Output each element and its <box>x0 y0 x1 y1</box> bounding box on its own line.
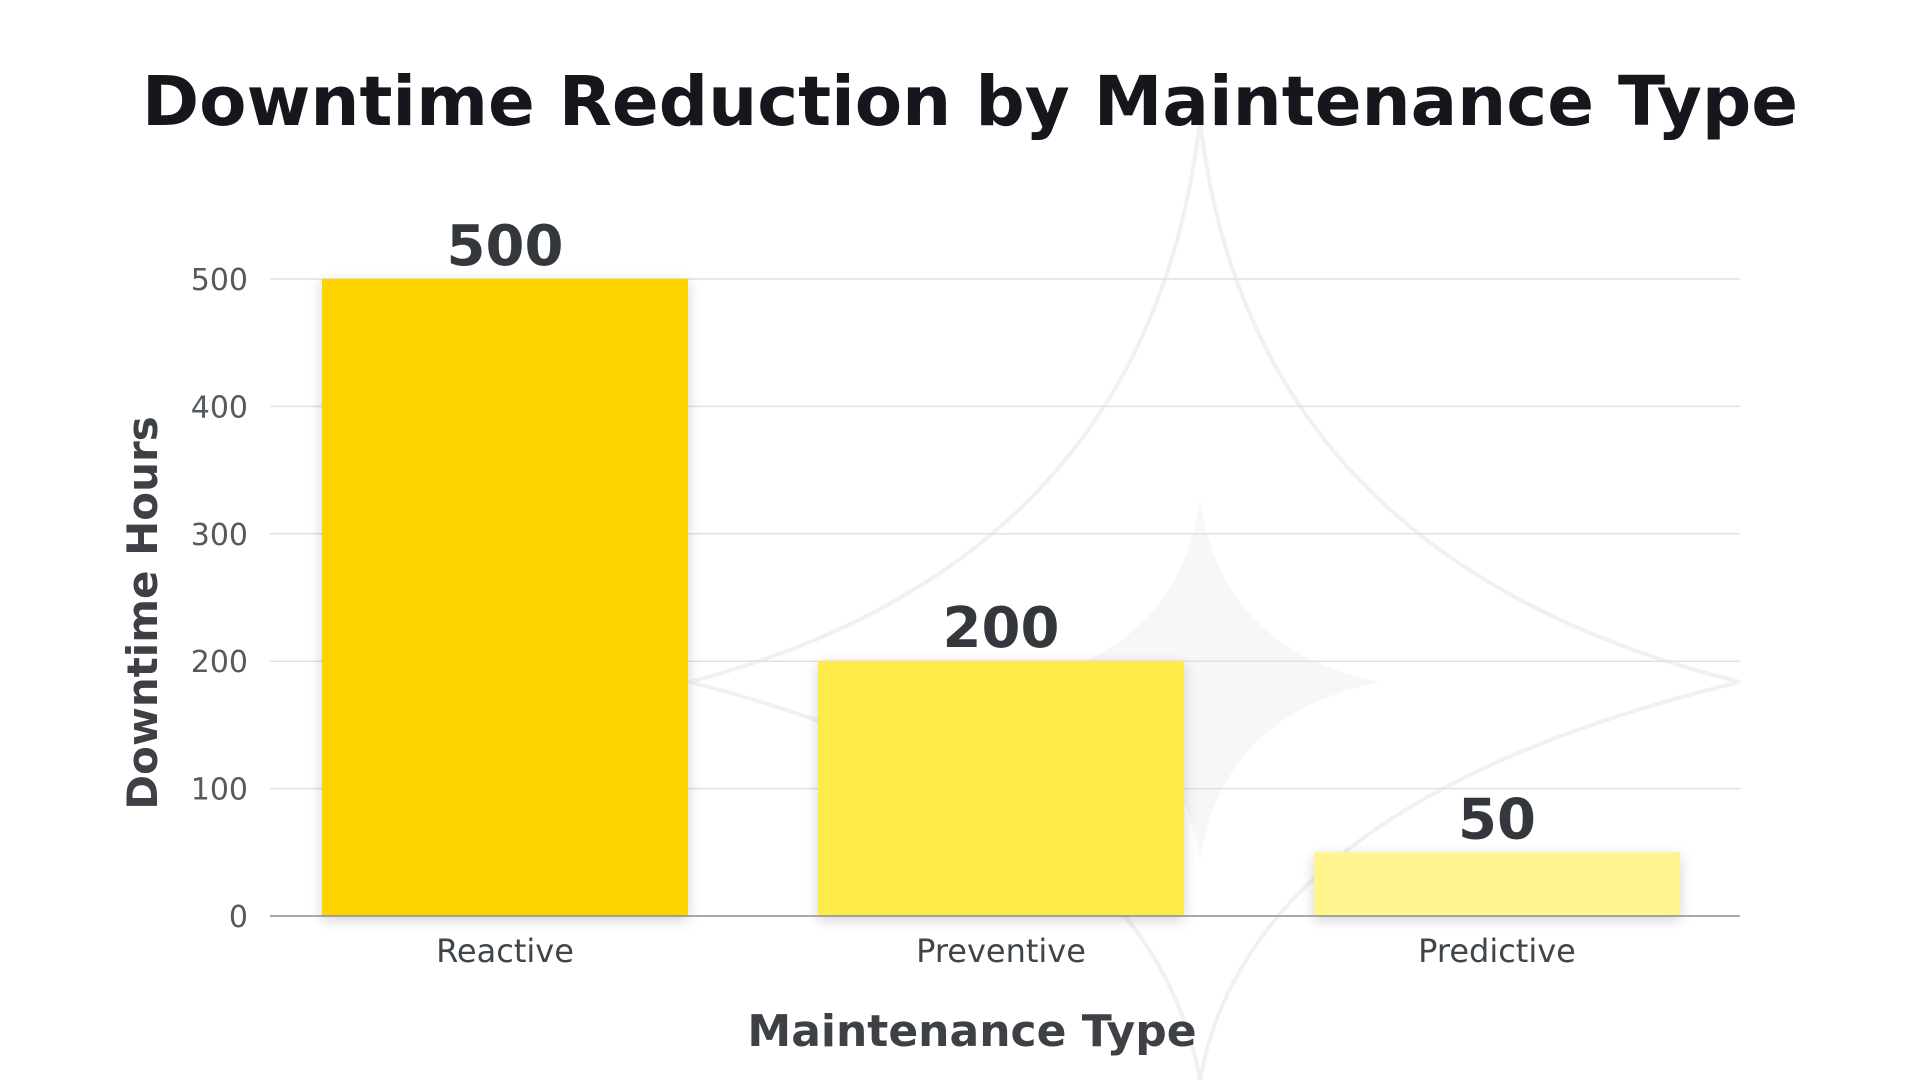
y-tick-label: 500 <box>191 263 248 298</box>
data-label: 500 <box>447 214 564 279</box>
bar-predictive <box>1314 852 1680 916</box>
chart-title: Downtime Reduction by Maintenance Type <box>142 62 1798 142</box>
sparkle-watermark <box>682 119 1741 1081</box>
y-tick-label: 0 <box>229 900 248 935</box>
y-tick-label: 300 <box>191 518 248 553</box>
y-tick-label: 400 <box>191 390 248 425</box>
x-tick-label: Preventive <box>916 932 1086 970</box>
y-axis-title: Downtime Hours <box>118 416 167 809</box>
data-labels: 500 200 50 <box>447 214 1536 852</box>
bar-preventive <box>818 661 1184 916</box>
y-axis-ticks: 0 100 200 300 400 500 <box>191 263 248 935</box>
data-label: 50 <box>1458 787 1536 852</box>
x-tick-label: Predictive <box>1418 932 1576 970</box>
x-tick-label: Reactive <box>436 932 574 970</box>
y-tick-label: 200 <box>191 645 248 680</box>
bar-reactive <box>322 279 688 916</box>
x-axis-title: Maintenance Type <box>747 1006 1196 1057</box>
y-tick-label: 100 <box>191 773 248 808</box>
data-label: 200 <box>943 596 1060 661</box>
bars <box>322 279 1680 916</box>
x-axis-ticks: Reactive Preventive Predictive <box>436 932 1576 970</box>
